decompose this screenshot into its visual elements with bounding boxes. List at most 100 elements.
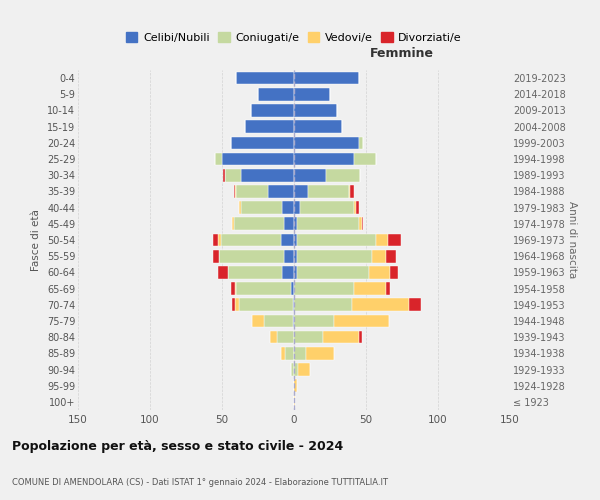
Bar	[281, 347, 286, 360]
Bar	[297, 218, 359, 230]
Bar	[352, 298, 409, 311]
Bar	[258, 88, 294, 101]
Bar	[326, 169, 360, 181]
Bar	[334, 314, 389, 328]
Bar	[239, 298, 293, 311]
Bar	[294, 136, 359, 149]
Bar	[284, 250, 294, 262]
Bar	[233, 185, 235, 198]
Bar	[294, 152, 355, 166]
Bar	[305, 347, 334, 360]
Bar	[359, 218, 362, 230]
Bar	[236, 282, 291, 295]
Y-axis label: Anni di nascita: Anni di nascita	[567, 202, 577, 278]
Bar	[241, 169, 294, 181]
Bar	[355, 152, 376, 166]
Bar	[308, 185, 349, 198]
Bar	[284, 218, 294, 230]
Bar	[251, 104, 294, 117]
Bar	[294, 169, 326, 181]
Bar	[294, 234, 297, 246]
Bar	[294, 363, 298, 376]
Bar	[300, 202, 355, 214]
Bar	[350, 185, 355, 198]
Bar	[264, 314, 293, 328]
Bar	[235, 298, 239, 311]
Bar	[294, 331, 323, 344]
Bar	[294, 282, 355, 295]
Bar	[239, 202, 241, 214]
Bar	[268, 185, 294, 198]
Bar	[218, 234, 221, 246]
Bar	[376, 234, 388, 246]
Bar	[281, 234, 294, 246]
Text: COMUNE DI AMENDOLARA (CS) - Dati ISTAT 1° gennaio 2024 - Elaborazione TUTTITALIA: COMUNE DI AMENDOLARA (CS) - Dati ISTAT 1…	[12, 478, 388, 487]
Bar	[219, 250, 284, 262]
Bar	[283, 266, 294, 278]
Bar	[294, 250, 297, 262]
Bar	[269, 331, 277, 344]
Bar	[294, 314, 334, 328]
Bar	[277, 331, 294, 344]
Bar	[294, 104, 337, 117]
Bar	[356, 202, 359, 214]
Bar	[291, 282, 294, 295]
Bar	[221, 234, 281, 246]
Bar	[297, 266, 369, 278]
Bar	[388, 234, 401, 246]
Bar	[294, 380, 297, 392]
Bar	[235, 185, 236, 198]
Bar	[233, 218, 284, 230]
Bar	[355, 282, 386, 295]
Bar	[409, 298, 421, 311]
Bar	[294, 202, 300, 214]
Bar	[252, 314, 264, 328]
Bar	[230, 136, 294, 149]
Bar	[359, 136, 363, 149]
Bar	[283, 202, 294, 214]
Bar	[232, 218, 233, 230]
Bar	[294, 218, 297, 230]
Bar	[291, 363, 294, 376]
Bar	[218, 266, 228, 278]
Bar	[294, 396, 295, 408]
Bar	[359, 331, 362, 344]
Bar	[214, 234, 218, 246]
Bar	[355, 202, 356, 214]
Bar	[228, 266, 283, 278]
Bar	[294, 72, 359, 85]
Bar	[245, 120, 294, 133]
Bar	[386, 282, 391, 295]
Bar	[236, 185, 268, 198]
Bar	[294, 266, 297, 278]
Bar	[294, 298, 352, 311]
Text: Femmine: Femmine	[370, 47, 434, 60]
Bar	[241, 202, 283, 214]
Bar	[286, 347, 294, 360]
Bar	[298, 363, 310, 376]
Bar	[215, 152, 222, 166]
Bar	[369, 266, 391, 278]
Bar	[362, 218, 363, 230]
Bar	[391, 266, 398, 278]
Bar	[294, 88, 330, 101]
Legend: Celibi/Nubili, Coniugati/e, Vedovi/e, Divorziati/e: Celibi/Nubili, Coniugati/e, Vedovi/e, Di…	[122, 28, 466, 48]
Bar	[225, 169, 241, 181]
Bar	[235, 282, 236, 295]
Bar	[223, 169, 225, 181]
Bar	[294, 347, 305, 360]
Bar	[323, 331, 359, 344]
Bar	[349, 185, 350, 198]
Bar	[297, 250, 372, 262]
Y-axis label: Fasce di età: Fasce di età	[31, 209, 41, 271]
Bar	[386, 250, 396, 262]
Bar	[294, 120, 341, 133]
Bar	[236, 72, 294, 85]
Bar	[297, 234, 376, 246]
Bar	[214, 250, 219, 262]
Text: Popolazione per età, sesso e stato civile - 2024: Popolazione per età, sesso e stato civil…	[12, 440, 343, 453]
Bar	[294, 185, 308, 198]
Bar	[230, 282, 235, 295]
Bar	[222, 152, 294, 166]
Bar	[293, 298, 294, 311]
